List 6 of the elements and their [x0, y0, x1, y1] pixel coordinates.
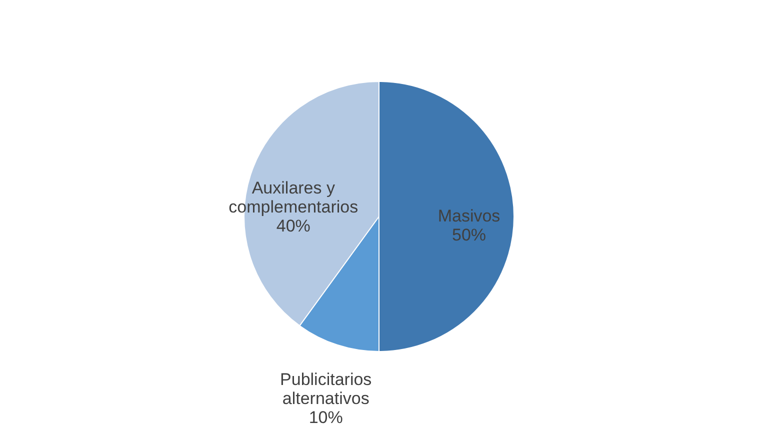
slice-label: Masivos: [438, 206, 500, 226]
data-label: 10%: [308, 408, 343, 428]
data-label: 40%: [276, 216, 310, 236]
slice-label: Publicitarios alternativos: [280, 370, 372, 408]
slice-label: Auxilares y complementarios: [228, 178, 358, 217]
data-label: 50%: [452, 226, 486, 244]
